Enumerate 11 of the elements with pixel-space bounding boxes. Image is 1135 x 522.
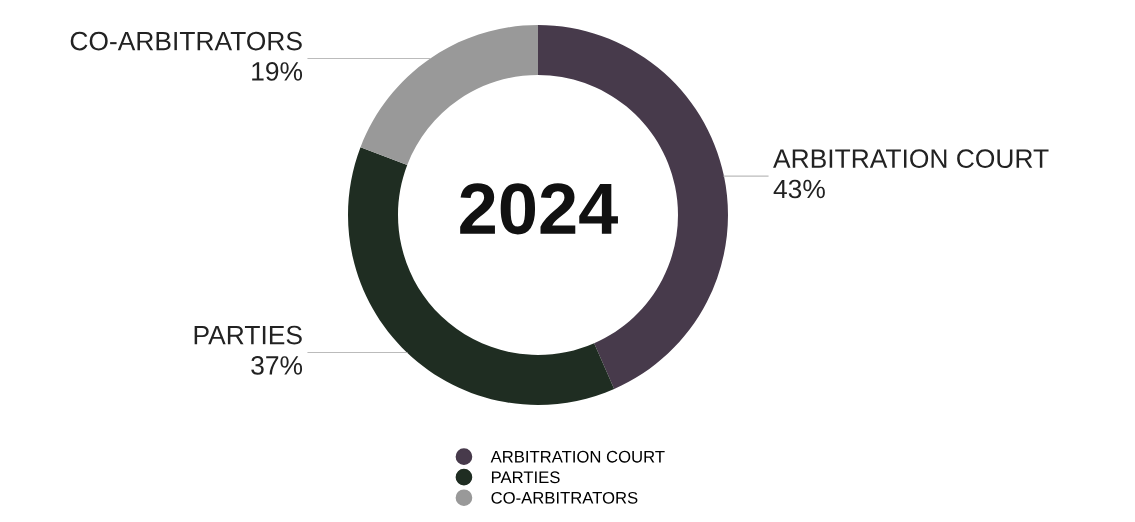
data-label: 19%	[252, 62, 303, 81]
text: 2024	[460, 183, 618, 235]
data-label: 37%	[251, 356, 303, 375]
donut-slice	[360, 25, 538, 166]
slice-label: ARBITRATION COURT	[773, 149, 1049, 168]
slice-label: CO-ARBITRATORS	[70, 31, 302, 51]
data-label: 43%	[773, 179, 825, 199]
legend-label: CO-ARBITRATORS	[491, 491, 638, 504]
legend-label: ARBITRATION COURT	[490, 450, 665, 463]
slice-label: PARTIES	[194, 325, 302, 345]
legend-label: PARTIES	[491, 471, 560, 484]
